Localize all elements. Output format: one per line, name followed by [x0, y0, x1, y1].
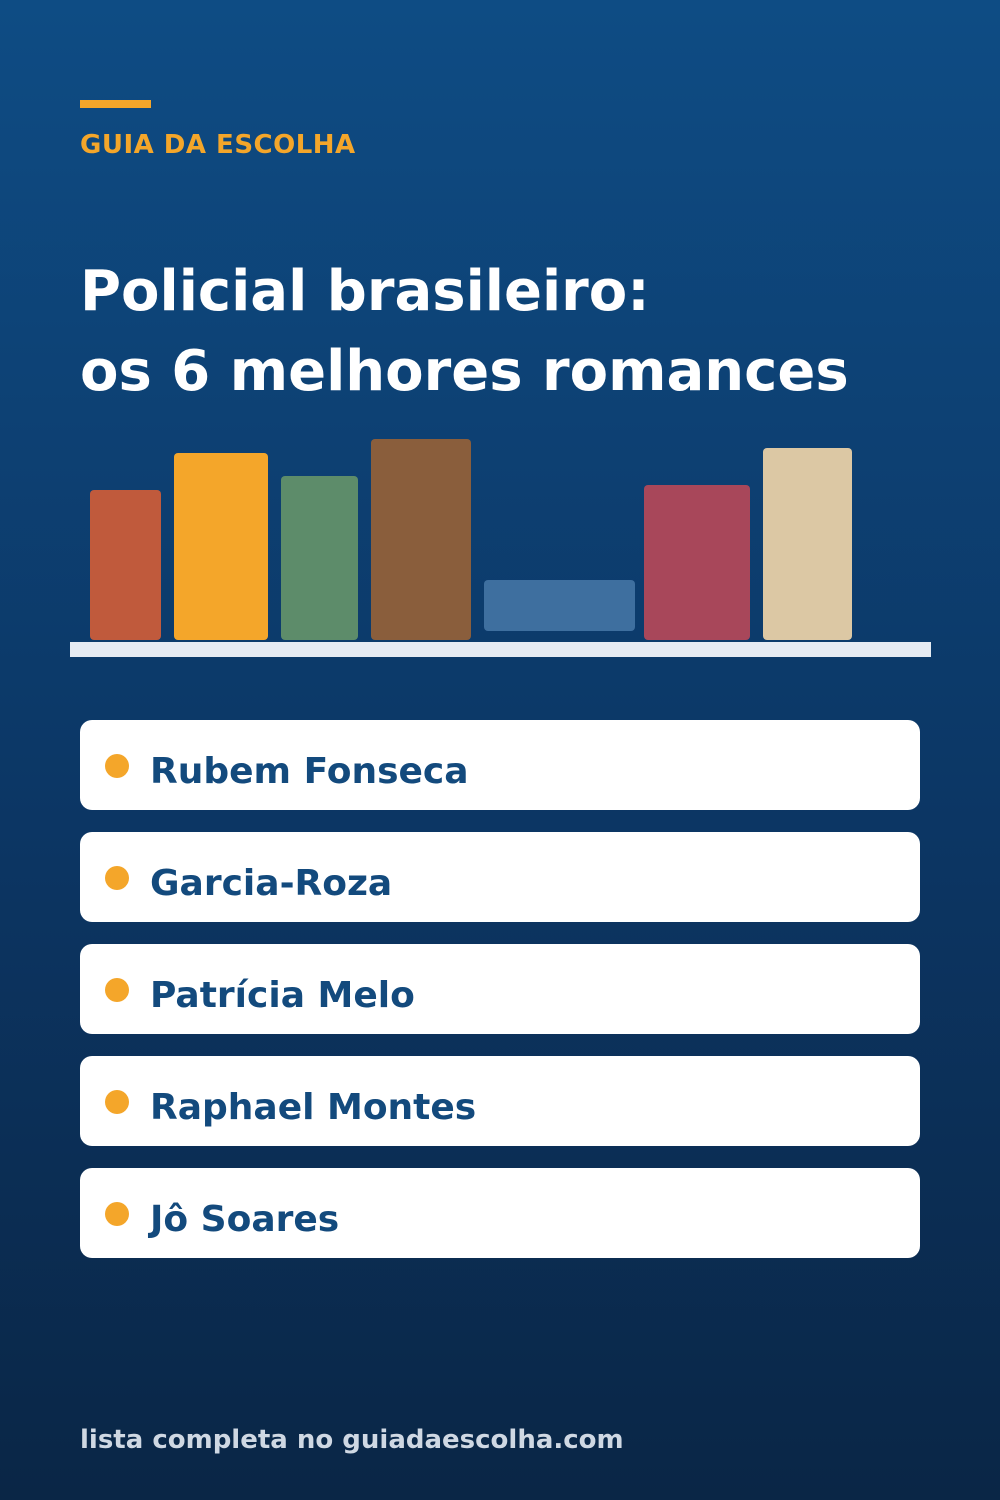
book-2: [174, 453, 268, 640]
author-list: Rubem Fonseca Garcia-Roza Patrícia Melo …: [80, 720, 920, 1280]
accent-line: [80, 100, 151, 108]
footer-link-text: lista completa no guiadaescolha.com: [80, 1425, 624, 1455]
list-item: Patrícia Melo: [80, 944, 920, 1034]
book-4: [371, 439, 471, 640]
book-5: [484, 580, 635, 631]
list-item: Raphael Montes: [80, 1056, 920, 1146]
book-6: [644, 485, 750, 640]
bullet-dot-icon: [105, 866, 129, 890]
bullet-dot-icon: [105, 1090, 129, 1114]
bullet-dot-icon: [105, 1202, 129, 1226]
bookshelf-illustration: [70, 439, 931, 657]
list-item-label: Jô Soares: [150, 1199, 340, 1240]
list-item-label: Patrícia Melo: [150, 975, 415, 1016]
page-title: Policial brasileiro: os 6 melhores roman…: [80, 252, 849, 412]
list-item: Jô Soares: [80, 1168, 920, 1258]
bullet-dot-icon: [105, 978, 129, 1002]
list-item-label: Garcia-Roza: [150, 863, 393, 904]
bullet-dot-icon: [105, 754, 129, 778]
book-3: [281, 476, 358, 640]
shelf-plank: [70, 642, 931, 657]
list-item: Rubem Fonseca: [80, 720, 920, 810]
brand-label: GUIA DA ESCOLHA: [80, 130, 356, 160]
title-line-2: os 6 melhores romances: [80, 339, 849, 404]
book-7: [763, 448, 852, 640]
book-1: [90, 490, 161, 640]
list-item-label: Raphael Montes: [150, 1087, 477, 1128]
list-item-label: Rubem Fonseca: [150, 751, 469, 792]
title-line-1: Policial brasileiro:: [80, 259, 650, 324]
list-item: Garcia-Roza: [80, 832, 920, 922]
